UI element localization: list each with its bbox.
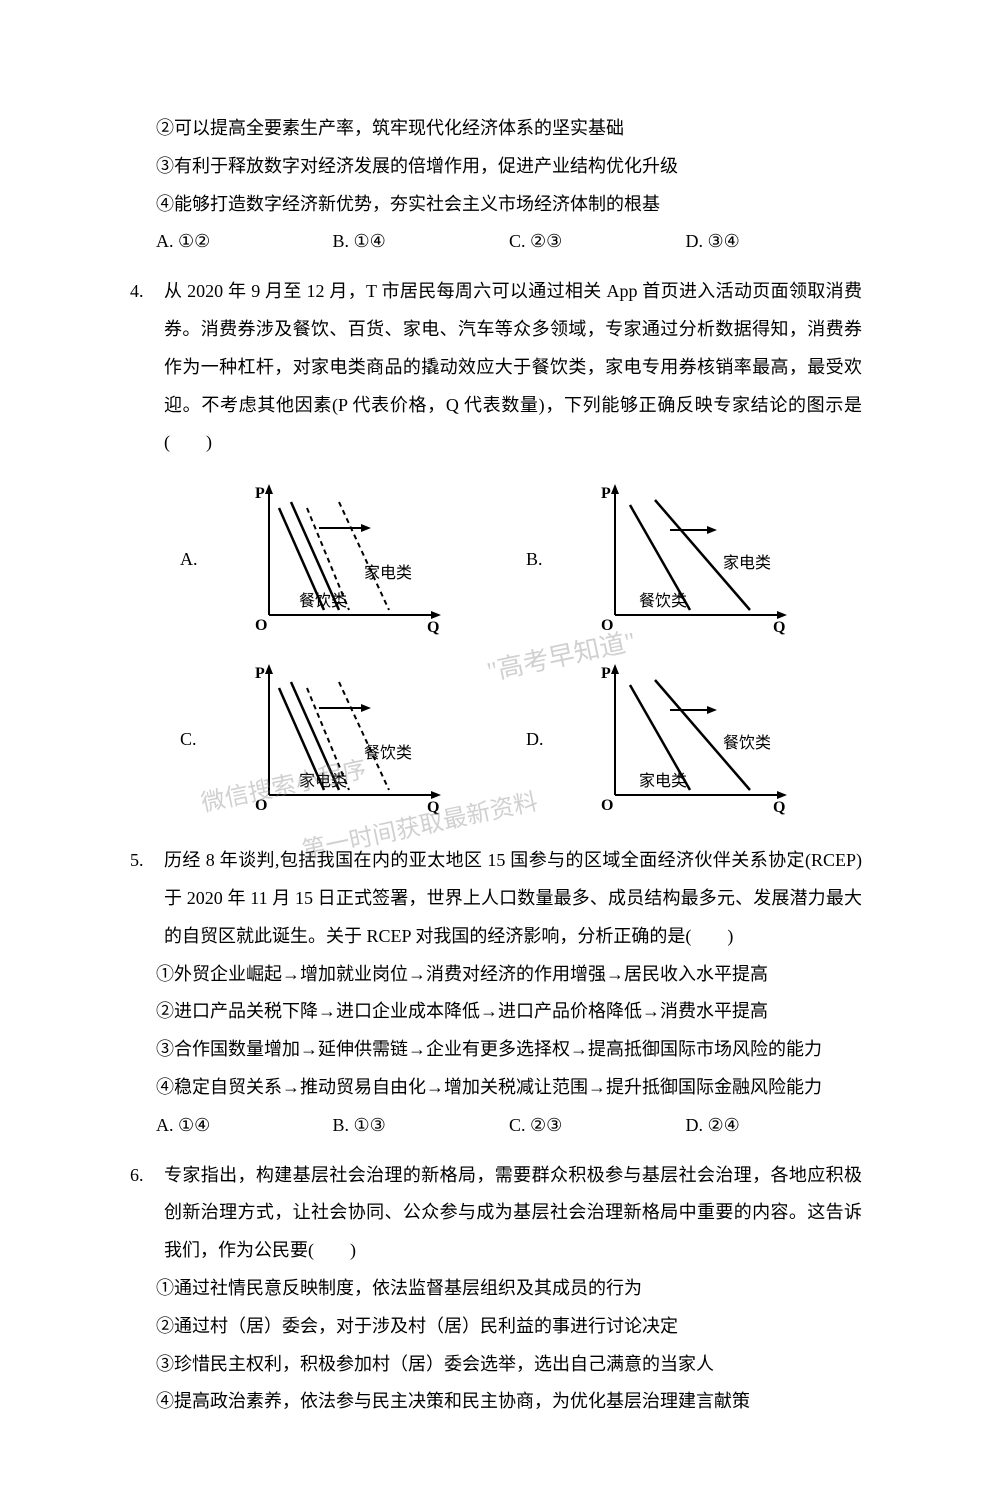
statement-4: ④能够打造数字经济新优势，夯实社会主义市场经济体制的根基 <box>130 186 862 224</box>
chart-svg-c: P Q O 餐饮类 家电类 <box>212 660 486 820</box>
svg-text:餐饮类: 餐饮类 <box>639 592 687 610</box>
statement-3: ③合作国数量增加→延伸供需链→企业有更多选择权→提高抵御国际市场风险的能力 <box>130 1031 862 1069</box>
statement-1: ①外贸企业崛起→增加就业岗位→消费对经济的作用增强→居民收入水平提高 <box>130 956 862 994</box>
question-5: 5. 历经 8 年谈判,包括我国在内的亚太地区 15 国参与的区域全面经济伙伴关… <box>130 842 862 1144</box>
chart-d: D. P Q O 餐饮类 家电类 "高考早知道" <box>526 660 832 820</box>
chart-label-b: B. <box>526 541 550 579</box>
statement-1: ①通过社情民意反映制度，依法监督基层组织及其成员的行为 <box>130 1270 862 1308</box>
question-text: 专家指出，构建基层社会治理的新格局，需要群众积极参与基层社会治理，各地应积极创新… <box>164 1157 862 1270</box>
svg-text:家电类: 家电类 <box>723 554 771 572</box>
question-number: 6. <box>130 1157 164 1270</box>
question-text: 从 2020 年 9 月至 12 月，T 市居民每周六可以通过相关 App 首页… <box>164 273 862 462</box>
option-d: D. ②④ <box>686 1107 863 1145</box>
chart-label-a: A. <box>180 541 204 579</box>
option-a: A. ①④ <box>156 1107 333 1145</box>
option-c: C. ②③ <box>509 223 686 261</box>
statement-2: ②通过村（居）委会，对于涉及村（居）民利益的事进行讨论决定 <box>130 1308 862 1346</box>
statement-3: ③有利于释放数字对经济发展的倍增作用，促进产业结构优化升级 <box>130 148 862 186</box>
options-row: A. ①② B. ①④ C. ②③ D. ③④ <box>130 223 862 261</box>
svg-text:O: O <box>601 797 613 814</box>
svg-text:P: P <box>601 665 611 682</box>
chart-c: C. P Q O 餐饮类 家电类 <box>180 660 486 820</box>
statement-2: ②可以提高全要素生产率，筑牢现代化经济体系的坚实基础 <box>130 110 862 148</box>
svg-text:Q: Q <box>773 799 785 816</box>
option-d: D. ③④ <box>686 223 863 261</box>
statement-4: ④提高政治素养，依法参与民主决策和民主协商，为优化基层治理建言献策 <box>130 1383 862 1421</box>
svg-text:O: O <box>255 617 267 634</box>
option-b: B. ①④ <box>333 223 510 261</box>
svg-text:O: O <box>255 797 267 814</box>
chart-a: A. P Q O 家电类 餐饮类 <box>180 480 486 640</box>
question-4: 4. 从 2020 年 9 月至 12 月，T 市居民每周六可以通过相关 App… <box>130 273 862 830</box>
statement-3: ③珍惜民主权利，积极参加村（居）委会选举，选出自己满意的当家人 <box>130 1346 862 1384</box>
question-number: 4. <box>130 273 164 462</box>
option-a: A. ①② <box>156 223 333 261</box>
svg-text:Q: Q <box>427 799 439 816</box>
chart-svg-a: P Q O 家电类 餐饮类 <box>212 480 486 640</box>
question-number: 5. <box>130 842 164 955</box>
svg-text:O: O <box>601 617 613 634</box>
chart-label-c: C. <box>180 721 204 759</box>
statement-4: ④稳定自贸关系→推动贸易自由化→增加关税减让范围→提升抵御国际金融风险能力 <box>130 1069 862 1107</box>
svg-text:P: P <box>255 665 265 682</box>
chart-svg-d: P Q O 餐饮类 家电类 <box>558 660 832 820</box>
chart-svg-b: P Q O 家电类 餐饮类 <box>558 480 832 640</box>
question-6: 6. 专家指出，构建基层社会治理的新格局，需要群众积极参与基层社会治理，各地应积… <box>130 1157 862 1422</box>
svg-text:餐饮类: 餐饮类 <box>364 744 412 762</box>
chart-label-d: D. <box>526 721 550 759</box>
svg-text:P: P <box>601 485 611 502</box>
svg-text:家电类: 家电类 <box>639 772 687 790</box>
option-b: B. ①③ <box>333 1107 510 1145</box>
chart-grid: A. P Q O 家电类 餐饮类 <box>130 470 862 830</box>
statement-2: ②进口产品关税下降→进口企业成本降低→进口产品价格降低→消费水平提高 <box>130 993 862 1031</box>
svg-text:P: P <box>255 485 265 502</box>
svg-text:Q: Q <box>427 619 439 636</box>
svg-text:家电类: 家电类 <box>364 564 412 582</box>
question-text: 历经 8 年谈判,包括我国在内的亚太地区 15 国参与的区域全面经济伙伴关系协定… <box>164 842 862 955</box>
svg-text:餐饮类: 餐饮类 <box>299 592 347 610</box>
svg-text:家电类: 家电类 <box>299 772 347 790</box>
options-row: A. ①④ B. ①③ C. ②③ D. ②④ <box>130 1107 862 1145</box>
option-c: C. ②③ <box>509 1107 686 1145</box>
svg-text:餐饮类: 餐饮类 <box>723 734 771 752</box>
question-3-tail: ②可以提高全要素生产率，筑牢现代化经济体系的坚实基础 ③有利于释放数字对经济发展… <box>130 110 862 261</box>
chart-b: B. P Q O 家电类 餐饮类 <box>526 480 832 640</box>
svg-text:Q: Q <box>773 619 785 636</box>
